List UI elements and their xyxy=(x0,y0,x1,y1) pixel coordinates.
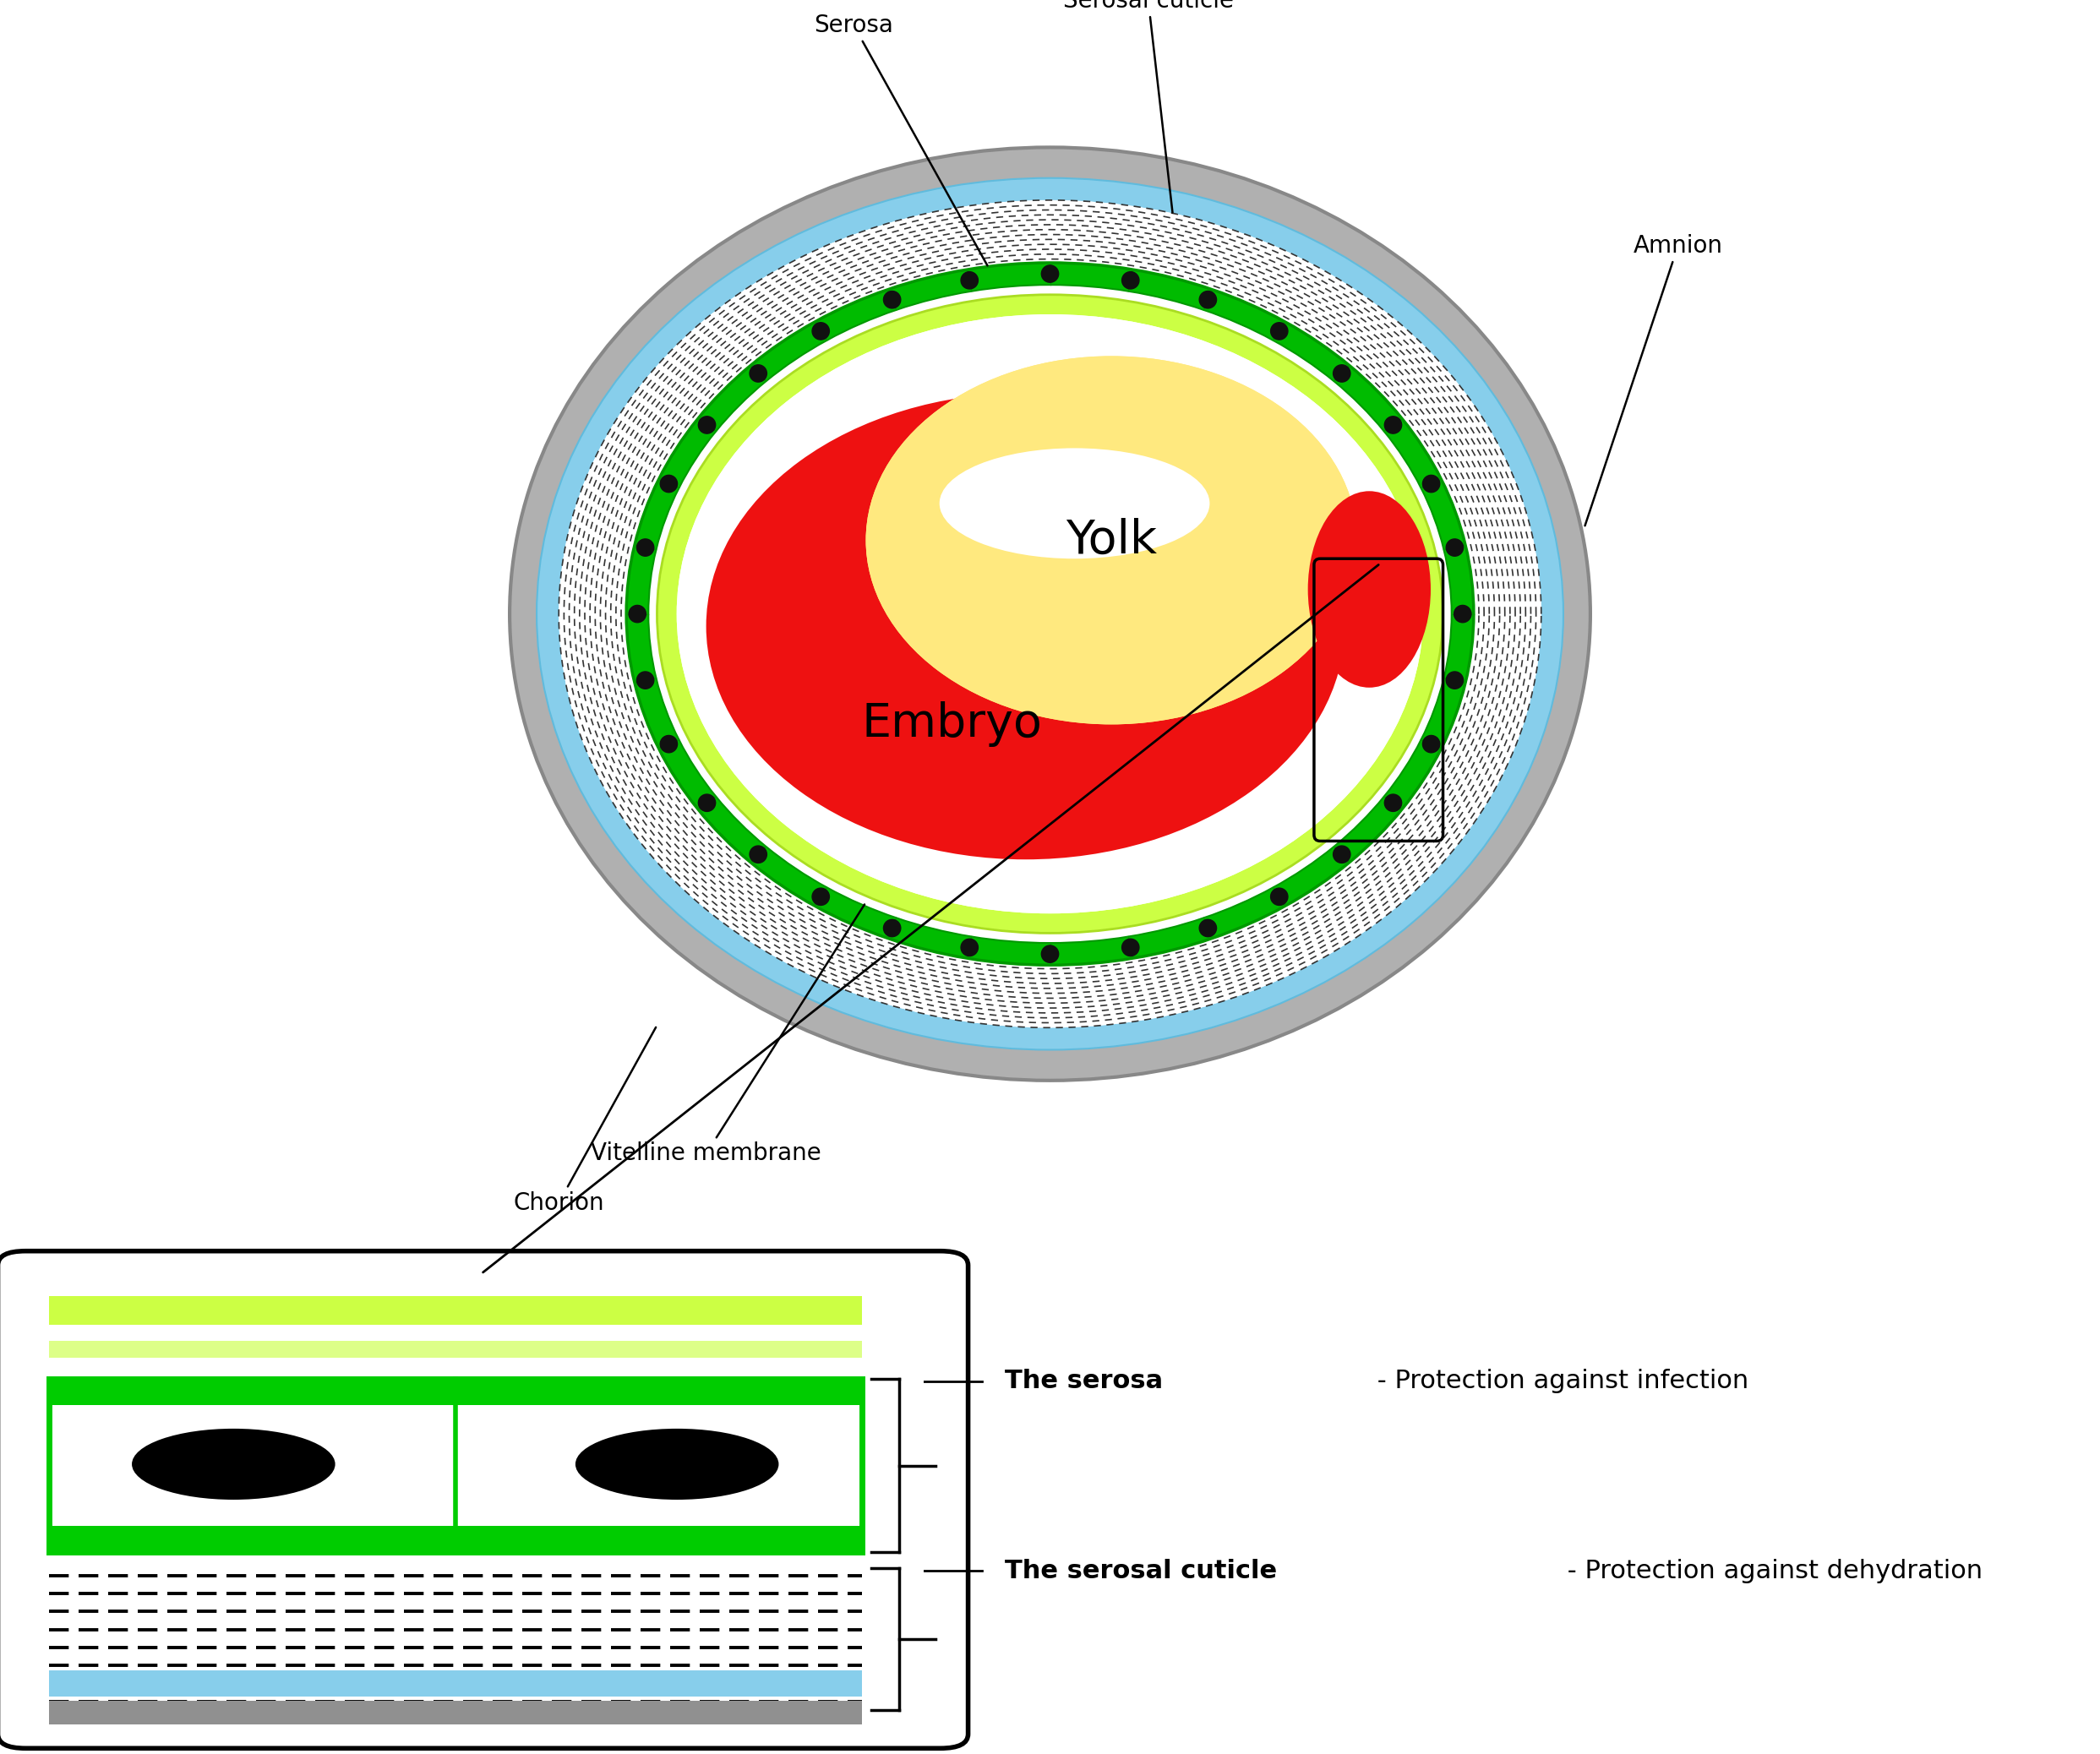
Bar xyxy=(48,1526,861,1552)
Circle shape xyxy=(1447,538,1464,556)
Ellipse shape xyxy=(626,263,1474,965)
Circle shape xyxy=(1447,672,1464,689)
Circle shape xyxy=(813,888,830,905)
Ellipse shape xyxy=(559,200,1541,1028)
Circle shape xyxy=(1422,735,1441,752)
Ellipse shape xyxy=(939,447,1210,560)
Bar xyxy=(48,1405,861,1522)
Circle shape xyxy=(750,845,766,863)
Circle shape xyxy=(1384,416,1401,433)
Circle shape xyxy=(1270,888,1287,905)
Circle shape xyxy=(699,795,716,812)
Circle shape xyxy=(628,605,647,623)
Ellipse shape xyxy=(1308,491,1430,688)
Bar xyxy=(48,1701,861,1724)
Circle shape xyxy=(813,323,830,340)
Circle shape xyxy=(659,735,678,752)
Circle shape xyxy=(1334,365,1350,382)
Text: Serosal cuticle: Serosal cuticle xyxy=(1063,0,1233,212)
Ellipse shape xyxy=(706,393,1344,859)
Circle shape xyxy=(1042,945,1058,963)
Text: The serosal cuticle: The serosal cuticle xyxy=(1004,1559,1277,1582)
Circle shape xyxy=(1422,475,1441,493)
Circle shape xyxy=(962,938,979,956)
Circle shape xyxy=(1199,919,1216,937)
Ellipse shape xyxy=(649,284,1451,944)
Circle shape xyxy=(1121,938,1138,956)
Ellipse shape xyxy=(538,179,1562,1049)
Ellipse shape xyxy=(676,314,1424,914)
Circle shape xyxy=(1042,265,1058,282)
Text: - Protection against dehydration: - Protection against dehydration xyxy=(1558,1559,1982,1582)
Text: Chorion: Chorion xyxy=(512,1028,655,1214)
Circle shape xyxy=(659,475,678,493)
Circle shape xyxy=(636,672,653,689)
Text: Vitelline membrane: Vitelline membrane xyxy=(590,905,865,1165)
Text: Embryo: Embryo xyxy=(861,702,1042,747)
Text: Yolk: Yolk xyxy=(1065,517,1157,563)
Circle shape xyxy=(884,291,901,309)
Circle shape xyxy=(699,416,716,433)
Ellipse shape xyxy=(865,356,1357,724)
Circle shape xyxy=(1121,272,1138,289)
Circle shape xyxy=(1199,291,1216,309)
Circle shape xyxy=(636,538,653,556)
Bar xyxy=(48,1342,861,1358)
Circle shape xyxy=(1270,323,1287,340)
Bar xyxy=(48,1379,861,1552)
Ellipse shape xyxy=(676,314,1424,914)
Ellipse shape xyxy=(132,1428,336,1500)
Circle shape xyxy=(1334,845,1350,863)
Circle shape xyxy=(1384,795,1401,812)
Ellipse shape xyxy=(559,200,1541,1028)
Bar xyxy=(48,1296,861,1324)
Ellipse shape xyxy=(951,442,1296,688)
Ellipse shape xyxy=(510,147,1590,1080)
Ellipse shape xyxy=(657,295,1443,933)
Circle shape xyxy=(750,365,766,382)
Bar xyxy=(48,1670,861,1696)
Ellipse shape xyxy=(538,179,1562,1049)
Circle shape xyxy=(884,919,901,937)
Ellipse shape xyxy=(575,1428,779,1500)
Text: Amnion: Amnion xyxy=(1586,233,1722,526)
Text: Serosa: Serosa xyxy=(815,14,987,265)
Text: The serosa: The serosa xyxy=(1004,1370,1163,1393)
Text: - Protection against infection: - Protection against infection xyxy=(1369,1370,1749,1393)
Circle shape xyxy=(1453,605,1472,623)
FancyBboxPatch shape xyxy=(0,1251,968,1749)
Ellipse shape xyxy=(865,356,1357,724)
Circle shape xyxy=(962,272,979,289)
Bar xyxy=(48,1379,861,1405)
